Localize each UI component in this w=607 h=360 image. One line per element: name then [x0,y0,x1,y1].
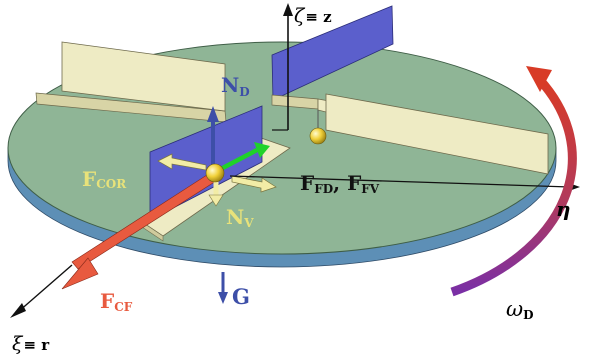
mass-ball [205,163,225,183]
gravity-arrow [218,272,228,304]
green-velocity-arrow [214,142,270,174]
guide-wall-back [271,5,394,101]
xi-axis [10,264,73,318]
normal-force-nv-arrow [208,180,224,207]
fcor-label: FCOR [82,167,127,191]
pendulum-ball [309,110,327,145]
xi-axis-label: ξ≡ r [12,333,50,355]
rotation-arrow [450,66,577,297]
rail-back-left [35,41,227,123]
g-label: G [232,284,250,309]
nd-label: ND [221,73,250,99]
normal-force-nd-arrow [207,106,219,170]
ffd-ffv-label: FFD, FFV [300,171,380,196]
zeta-axis-label: ζ≡ z [294,5,332,27]
zeta-axis [272,3,293,131]
rail-right [271,93,549,175]
fcf-label: FCF [100,289,133,314]
omega-label: ωD [506,297,534,322]
guide-wall-front [149,105,263,221]
nv-label: NV [226,205,254,230]
eta-axis-label: η [556,197,571,221]
coriolis-force-arrow [157,153,277,193]
